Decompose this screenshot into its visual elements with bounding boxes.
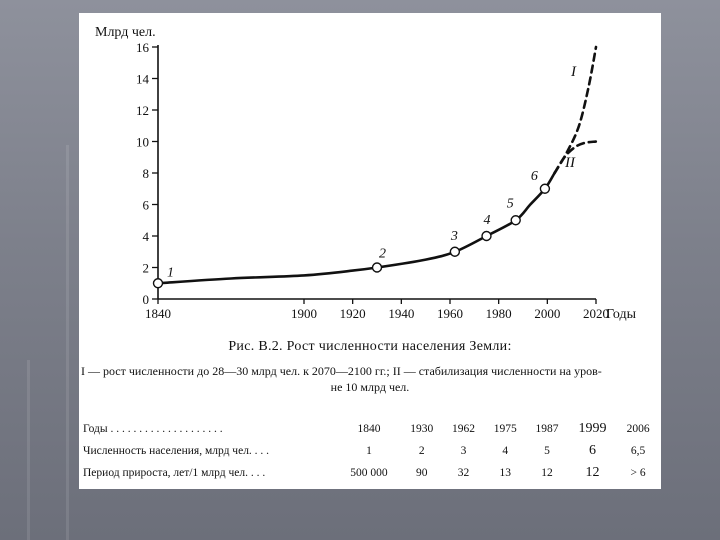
table-cell: > 6 [630, 467, 646, 479]
table-cell: 32 [457, 467, 470, 479]
slide-figure: Млрд чел. Годы 0 2 4 6 8 10 12 14 16 1840 1900 1920… [79, 13, 661, 489]
background-stripe-left [27, 360, 30, 540]
y-tick-label: 16 [136, 40, 150, 55]
background-stripe-mid [66, 145, 69, 540]
population-table: Годы . . . . . . . . . . . . . . . . . .… [81, 418, 659, 484]
data-point-label-6: 6 [531, 169, 538, 184]
table-cell: 1962 [452, 423, 475, 435]
y-axis-label: Млрд чел. [95, 25, 156, 40]
table-cell: 6,5 [630, 445, 646, 457]
table-cell: 5 [544, 445, 550, 457]
x-tick-label: 1960 [437, 306, 463, 321]
table-cell: 1999 [578, 421, 607, 436]
data-point-1 [152, 278, 164, 289]
table-row: Численность населения, млрд чел. . . . 1 2… [81, 440, 659, 462]
legend-line-1: I — рост численности до 28—30 млрд чел. … [81, 364, 602, 378]
x-tick-label: 1920 [340, 306, 366, 321]
data-point-label-2: 2 [379, 247, 386, 262]
y-tick-label: 6 [143, 198, 150, 213]
data-point-label-1: 1 [167, 265, 174, 280]
table-cell: 90 [416, 467, 428, 479]
table-cell: 12 [541, 467, 553, 479]
data-point-label-4: 4 [484, 213, 491, 228]
table-row-header: Период прироста, лет/1 млрд чел. . . . [83, 467, 266, 479]
x-tick-label: 2020 [583, 306, 609, 321]
figure-caption: Рис. В.2. Рост численности населения Зем… [228, 339, 512, 354]
table-cell: 1975 [493, 423, 517, 435]
table-cell: 2006 [626, 423, 650, 435]
y-tick-label: 14 [136, 72, 150, 87]
x-tick-label: 1940 [388, 306, 414, 321]
table-cell: 1 [366, 445, 372, 457]
table-row: Годы . . . . . . . . . . . . . . . . . .… [81, 418, 659, 440]
table-cell: 500 000 [350, 467, 388, 479]
chart-markers: 1 2 3 4 5 6 [152, 169, 551, 289]
chart-series: III [156, 45, 598, 285]
x-tick-label: 1840 [145, 306, 171, 321]
y-tick-label: 2 [143, 261, 150, 276]
data-point-label-5: 5 [507, 196, 514, 211]
data-point-5 [510, 215, 521, 226]
table-cell: 2 [418, 445, 425, 457]
data-point-2 [371, 262, 383, 273]
x-axis-label: Годы [606, 307, 637, 322]
table-row-header: Численность населения, млрд чел. . . . [83, 445, 270, 457]
table-cell: 1987 [535, 423, 559, 435]
curve-label-I: I [570, 64, 577, 80]
x-tick-label: 1980 [486, 306, 512, 321]
table-row-header: Годы . . . . . . . . . . . . . . . . . .… [83, 423, 223, 435]
figure-legend: I — рост численности до 28—30 млрд чел. … [81, 363, 659, 395]
y-tick-label: 8 [143, 166, 150, 181]
table-cell: 4 [502, 445, 509, 457]
table-cell: 3 [460, 445, 467, 457]
table-cell: 6 [589, 443, 597, 458]
data-point-4 [481, 230, 492, 242]
y-tick-label: 12 [136, 103, 149, 118]
series-line-II [553, 140, 598, 175]
table-row: Период прироста, лет/1 млрд чел. . . . 50… [81, 462, 659, 484]
x-tick-label: 2000 [534, 306, 560, 321]
data-point-label-3: 3 [450, 229, 458, 244]
y-tick-label: 10 [136, 135, 149, 150]
series-line-main [156, 171, 556, 285]
data-point-6 [539, 183, 551, 194]
table-cell: 1930 [410, 423, 434, 435]
y-tick-label: 0 [143, 292, 150, 307]
curve-label-II: II [564, 155, 576, 171]
table-cell: 13 [499, 467, 511, 479]
legend-line-2: не 10 млрд чел. [330, 380, 410, 394]
x-tick-label: 1900 [291, 306, 317, 321]
table-cell: 1840 [357, 423, 381, 435]
data-point-3 [449, 246, 461, 257]
table-cell: 12 [585, 465, 600, 480]
y-tick-label: 4 [143, 229, 150, 244]
